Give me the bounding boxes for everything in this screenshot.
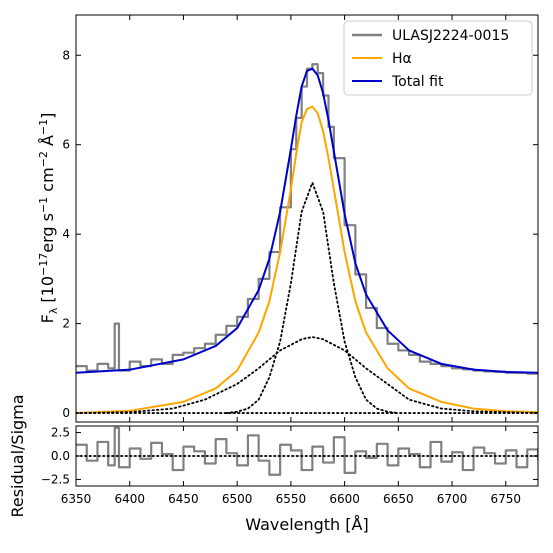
main-series-3-dotted-line [225, 181, 400, 414]
main-plot-frame [75, 14, 539, 423]
ylabel-angstrom: Å [38, 135, 57, 151]
residual-ytick-label: 2.5 [51, 426, 70, 440]
legend: ULASJ2224-0015 Hα Total fit [343, 20, 533, 96]
residual-plot-area [76, 426, 538, 476]
residual-series-0-line [76, 426, 538, 476]
residual-xtick-label: 6600 [329, 492, 360, 506]
residual-ytick-label: −2.5 [41, 472, 70, 486]
legend-label-data: ULASJ2224-0015 [392, 28, 509, 44]
residual-xtick-label: 6350 [61, 492, 92, 506]
ylabel-exp3: −2 [37, 151, 50, 167]
ylabel-f: F [38, 314, 57, 323]
residual-xtick-label: 6400 [114, 492, 145, 506]
residual-ticks: 6350 6400 6450 6500 6550 6600 6650 6700 6750 −2.5… [41, 426, 538, 506]
x-axis-label: Wavelength [Å] [245, 515, 368, 534]
main-plot: 0 2 4 6 8 [62, 14, 539, 423]
ylabel-erg: erg s [38, 213, 57, 253]
residual-plot: 6350 6400 6450 6500 6550 6600 6650 6700 6750 −2.5… [41, 425, 539, 506]
main-series-4-dotted-line [76, 336, 538, 414]
ylabel-exp4: −1 [37, 119, 50, 135]
main-series [76, 63, 538, 415]
legend-box [343, 20, 533, 96]
legend-label-halpha: Hα [392, 51, 412, 67]
ylabel-cm: cm [38, 167, 57, 196]
ylabel-close: ] [38, 113, 57, 119]
main-ytick-label: 4 [62, 227, 70, 241]
ylabel-exp2: −1 [37, 197, 50, 213]
main-plot-area [76, 63, 538, 415]
residual-xtick-label: 6750 [490, 492, 521, 506]
main-y-axis-label: Fλ [10−17erg s−1 cm−2 Å−1] [37, 113, 60, 324]
main-ytick-label: 8 [62, 48, 70, 62]
main-ytick-label: 6 [62, 138, 70, 152]
residual-xtick-label: 6500 [222, 492, 253, 506]
residual-xtick-label: 6550 [276, 492, 307, 506]
main-series-1-line [76, 105, 538, 415]
legend-label-total-fit: Total fit [391, 74, 444, 90]
residual-ytick-label: 0.0 [51, 449, 70, 463]
main-ytick-label: 0 [62, 406, 70, 420]
ylabel-f-sub: λ [47, 307, 60, 314]
residual-y-axis-label: Residual/Sigma [8, 394, 27, 517]
ylabel-exp1: −17 [37, 253, 50, 276]
ylabel-open: [10 [38, 276, 57, 308]
residual-series [76, 426, 538, 476]
main-series-0-line [76, 63, 538, 375]
main-series-2-line [76, 67, 538, 374]
residual-xtick-label: 6650 [383, 492, 414, 506]
main-ticks: 0 2 4 6 8 [62, 15, 538, 422]
residual-xtick-label: 6700 [437, 492, 468, 506]
main-ytick-label: 2 [62, 317, 70, 331]
residual-xtick-label: 6450 [168, 492, 199, 506]
